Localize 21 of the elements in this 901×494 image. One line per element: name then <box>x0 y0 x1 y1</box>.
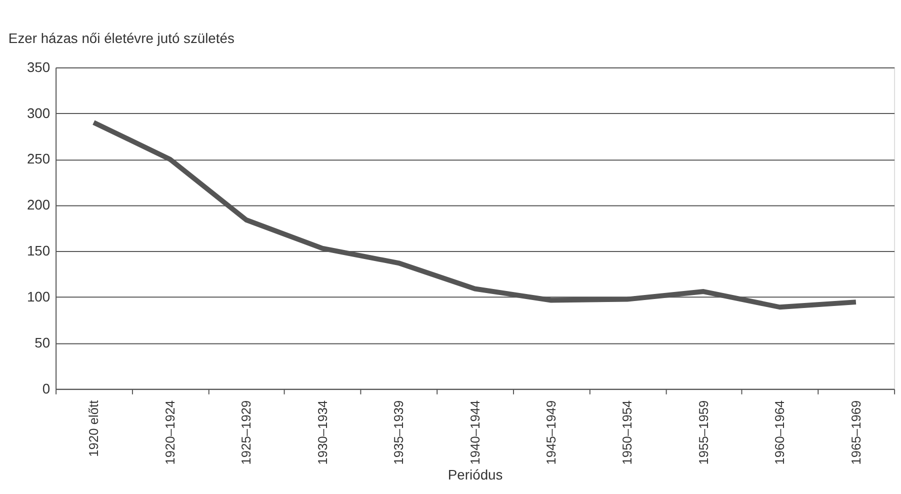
x-tick-label: 1925–1929 <box>238 400 254 465</box>
x-tick-label: 1940–1944 <box>467 400 482 465</box>
x-tick-label: 1955–1959 <box>696 400 711 465</box>
y-tick-label: 150 <box>26 242 50 259</box>
y-tick-label: 200 <box>26 196 50 213</box>
y-tick-label: 50 <box>34 334 50 350</box>
x-tick-label: 1945–1949 <box>544 400 558 465</box>
x-tick-label: 1920–1924 <box>162 400 178 465</box>
y-tick-label: 0 <box>42 380 50 396</box>
x-tick-label: 1930–1934 <box>314 400 330 465</box>
y-tick-label: 350 <box>26 58 50 75</box>
y-tick-label: 250 <box>26 150 50 167</box>
y-tick-label: 100 <box>26 288 50 304</box>
y-axis-title: Ezer házas női életévre jutó születés <box>8 30 234 46</box>
x-tick-label: 1965–1969 <box>848 400 864 465</box>
x-axis-title: Periódus <box>448 466 503 483</box>
x-tick-label: 1960–1964 <box>772 400 788 465</box>
x-tick-label: 1935–1939 <box>391 400 406 465</box>
y-tick-label: 300 <box>26 104 50 121</box>
x-tick-label: 1950–1954 <box>620 400 635 465</box>
x-tick-label: 1920 előtt <box>86 400 102 457</box>
